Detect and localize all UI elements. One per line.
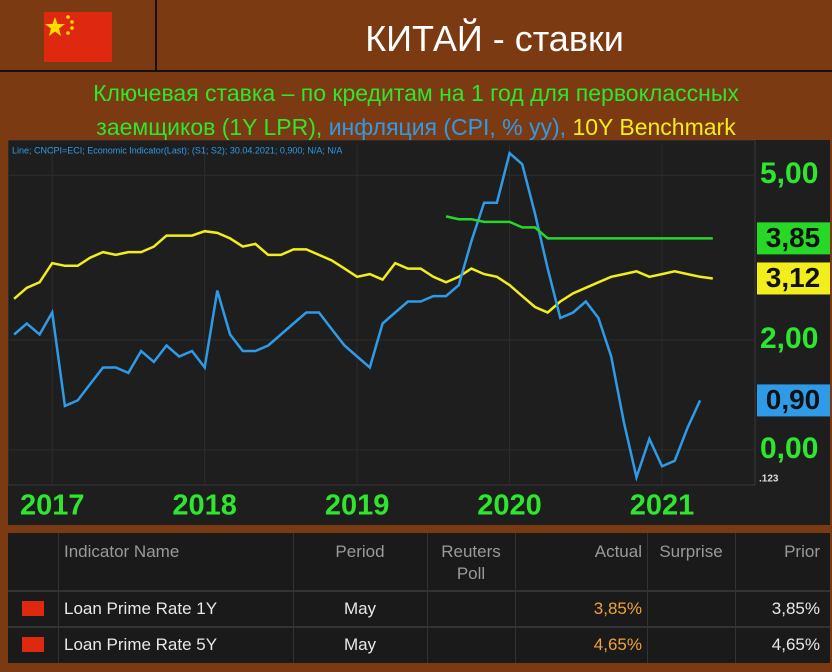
header: КИТАЙ - ставки xyxy=(0,0,832,72)
row-sep xyxy=(8,590,830,592)
col-sep xyxy=(58,533,59,663)
last-value-badge xyxy=(757,222,830,255)
x-tick-label: 2018 xyxy=(172,490,237,522)
table-cell: Actual xyxy=(594,542,642,561)
x-tick-label: 2021 xyxy=(630,490,695,522)
table-cell: Prior xyxy=(784,542,820,561)
last-value-badge xyxy=(757,384,830,417)
subtitle-part: инфляция (CPI, % yy), xyxy=(328,114,567,140)
flag xyxy=(44,12,112,62)
last-value-label: 3,85 xyxy=(766,222,821,253)
subtitle-part: заемщиков (1Y LPR), xyxy=(96,114,323,140)
x-tick-label: 2020 xyxy=(477,490,542,522)
series-line xyxy=(13,150,702,482)
col-sep xyxy=(293,533,294,663)
table-cell: Loan Prime Rate 1Y xyxy=(64,599,218,618)
col-sep xyxy=(735,533,736,663)
y-tick-label: 2,00 xyxy=(760,322,818,355)
col-sep xyxy=(515,533,516,663)
last-value-badge xyxy=(757,262,830,295)
corner-label: .123 xyxy=(759,474,779,485)
col-sep xyxy=(647,533,648,663)
col-sep xyxy=(427,533,428,663)
plot-area xyxy=(8,140,756,486)
legend-text: Line; CNCPI=ECI; Economic Indicator(Last… xyxy=(12,145,342,155)
table-cell: Period xyxy=(335,542,385,561)
x-tick-label: 2017 xyxy=(20,490,85,522)
table-cell: May xyxy=(343,635,377,654)
row-flag xyxy=(22,637,44,652)
table-cell: 3,85% xyxy=(593,599,642,618)
subtitle-line: заемщиков (1Y LPR), инфляция (CPI, % yy)… xyxy=(0,114,832,141)
x-tick-label: 2019 xyxy=(325,490,390,522)
subtitle-part: 10Y Benchmark xyxy=(572,114,736,140)
table-cell: 3,85% xyxy=(771,599,820,618)
table-cell: Loan Prime Rate 5Y xyxy=(64,635,218,654)
table: Indicator Name Period Reuters Poll Actual Su… xyxy=(8,533,830,663)
chart: 2017 2018 2019 2020 2021 0,00 2,00 5,00 Line; CN… xyxy=(8,140,830,525)
title: КИТАЙ - ставки xyxy=(365,18,624,59)
last-value-label: 0,90 xyxy=(766,384,821,415)
last-value-label: 3,12 xyxy=(766,262,821,293)
table-cell: Surprise xyxy=(659,542,723,561)
table-cell: Reuters Poll xyxy=(441,542,501,583)
y-tick-label: 0,00 xyxy=(760,432,818,465)
table-cell: Indicator Name xyxy=(64,542,180,561)
series-line xyxy=(13,229,713,314)
table-cell: 4,65% xyxy=(593,635,642,654)
flag-box xyxy=(0,0,157,70)
table-cell: May xyxy=(343,599,377,618)
row-flag xyxy=(22,601,44,616)
y-tick-label: 5,00 xyxy=(760,157,818,190)
subtitle-line: Ключевая ставка – по кредитам на 1 год д… xyxy=(93,80,739,106)
series-line xyxy=(445,215,713,240)
table-cell: 4,65% xyxy=(771,635,820,654)
row-sep xyxy=(8,626,830,628)
